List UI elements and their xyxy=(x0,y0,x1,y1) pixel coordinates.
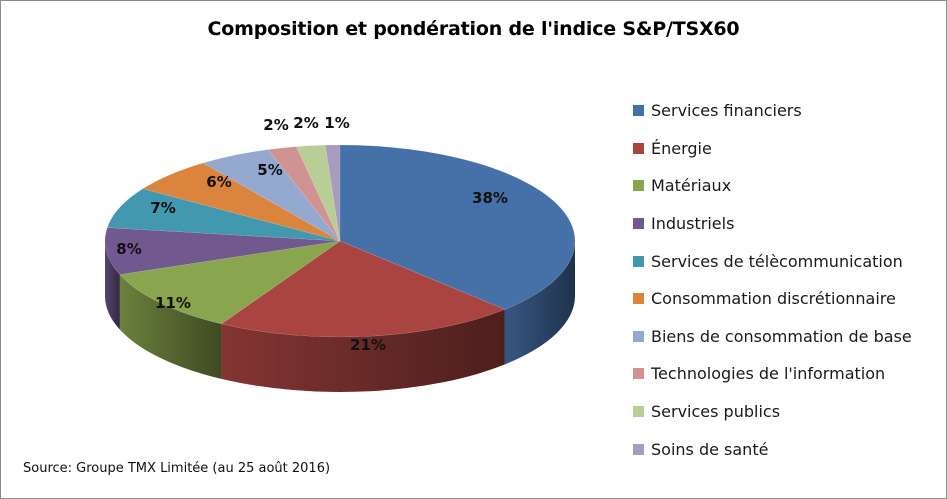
legend-label: Soins de santé xyxy=(651,439,769,459)
legend-swatch-icon xyxy=(633,293,644,305)
legend: Services financiers Énergie Matériaux In… xyxy=(633,92,912,468)
pie-slice-top xyxy=(339,144,576,310)
pie-slice-top xyxy=(295,144,341,242)
data-label: 8% xyxy=(116,240,141,258)
legend-swatch-icon xyxy=(633,368,644,380)
pie-slice-top xyxy=(119,240,341,325)
legend-swatch-icon xyxy=(633,255,644,267)
legend-swatch-icon xyxy=(633,105,644,117)
data-label: 7% xyxy=(150,199,175,217)
legend-swatch-icon xyxy=(633,142,644,154)
pie-slice-side xyxy=(221,309,505,392)
pie-slice-top xyxy=(142,162,341,242)
legend-item: Soins de santé xyxy=(633,430,912,468)
chart-title: Composition et pondération de l'indice S… xyxy=(207,18,740,40)
pie-slice-top xyxy=(104,227,341,275)
legend-label: Technologies de l'information xyxy=(651,364,886,384)
legend-item: Énergie xyxy=(633,130,912,168)
legend-item: Biens de consommation de base xyxy=(633,318,912,356)
pie-slice-top xyxy=(325,144,341,242)
legend-swatch-icon xyxy=(633,443,644,455)
legend-label: Services de télècommunication xyxy=(651,251,903,271)
legend-label: Énergie xyxy=(651,138,712,158)
pie-slice-side xyxy=(119,274,222,379)
legend-label: Biens de consommation de base xyxy=(651,326,912,346)
pie-slice-top xyxy=(220,240,506,338)
data-label: 1% xyxy=(324,114,349,132)
legend-label: Matériaux xyxy=(651,176,732,196)
data-label: 38% xyxy=(472,189,508,207)
legend-swatch-icon xyxy=(633,406,644,418)
pie-slice-side xyxy=(105,241,120,330)
legend-label: Services publics xyxy=(651,402,781,422)
legend-swatch-icon xyxy=(633,330,644,342)
legend-item: Services financiers xyxy=(633,92,912,130)
source-note: Source: Groupe TMX Limitée (au 25 août 2… xyxy=(23,461,331,476)
legend-item: Services de télècommunication xyxy=(633,242,912,280)
pie-slice-top xyxy=(106,188,341,242)
legend-label: Consommation discrétionnaire xyxy=(651,289,896,309)
legend-item: Industriels xyxy=(633,205,912,243)
pie-slice-top xyxy=(202,149,341,242)
legend-item: Matériaux xyxy=(633,167,912,205)
legend-item: Technologies de l'information xyxy=(633,355,912,393)
pie-slice-top xyxy=(267,146,341,242)
data-label: 6% xyxy=(206,173,231,191)
data-label: 2% xyxy=(263,116,288,134)
legend-swatch-icon xyxy=(633,218,644,230)
data-label: 11% xyxy=(155,294,191,312)
legend-item: Consommation discrétionnaire xyxy=(633,280,912,318)
legend-item: Services publics xyxy=(633,393,912,431)
legend-label: Industriels xyxy=(651,214,735,234)
pie-slice-side xyxy=(504,241,575,365)
data-label: 5% xyxy=(257,161,282,179)
data-label: 21% xyxy=(350,336,386,354)
legend-swatch-icon xyxy=(633,180,644,192)
data-label: 2% xyxy=(293,114,318,132)
legend-label: Services financiers xyxy=(651,101,802,121)
